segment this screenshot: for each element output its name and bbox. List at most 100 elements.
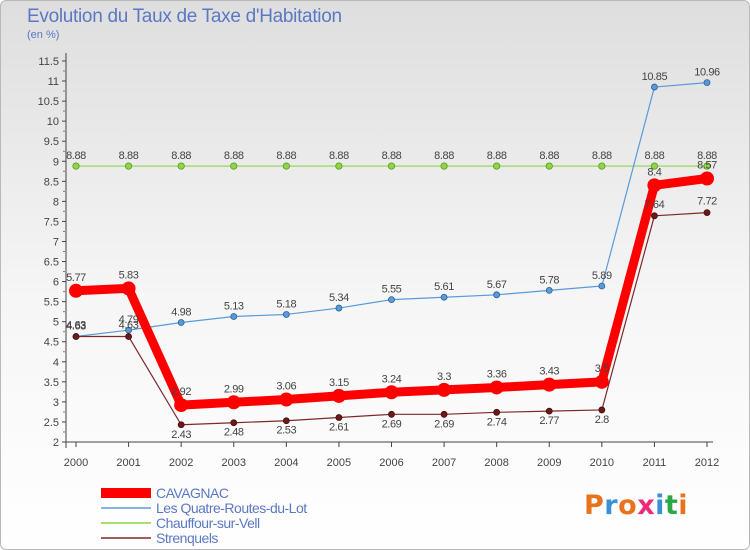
- x-tick-label: 2000: [64, 457, 88, 469]
- data-label: 4.79: [119, 314, 139, 326]
- data-point: [440, 162, 448, 170]
- data-point: [335, 162, 343, 170]
- data-point: [545, 162, 553, 170]
- y-tick-label: 11.5: [38, 56, 59, 68]
- data-point: [700, 171, 714, 186]
- data-label: 8.88: [592, 150, 612, 162]
- data-point: [72, 162, 80, 170]
- y-tick-label: 8: [53, 196, 59, 208]
- data-label: 2.69: [382, 418, 402, 430]
- data-point: [279, 392, 294, 407]
- data-point: [598, 162, 606, 170]
- data-point: [124, 162, 133, 170]
- data-label: 8.88: [539, 150, 559, 162]
- data-label: 8.88: [382, 150, 402, 162]
- x-tick-label: 2003: [222, 457, 246, 469]
- data-point: [493, 291, 501, 299]
- data-label: 3.24: [382, 373, 402, 385]
- x-tick-label: 2006: [379, 457, 403, 469]
- data-label: 8.57: [697, 160, 717, 172]
- data-label: 2.99: [224, 383, 244, 395]
- data-label: 7.64: [645, 199, 665, 211]
- y-tick-label: 5: [53, 317, 59, 329]
- data-point: [230, 162, 238, 170]
- legend-label: CAVAGNAC: [156, 485, 229, 501]
- data-label: 8.88: [171, 150, 191, 162]
- legend-label: Les Quatre-Routes-du-Lot: [156, 500, 307, 516]
- data-label: 5.83: [119, 269, 139, 281]
- data-point: [594, 374, 609, 389]
- data-label: 8.88: [276, 150, 296, 162]
- x-tick-label: 2009: [537, 457, 561, 469]
- data-label: 3.43: [539, 366, 559, 378]
- data-point: [493, 408, 501, 416]
- y-tick-label: 2: [53, 437, 59, 449]
- data-label: 2.8: [595, 414, 609, 426]
- data-point: [545, 407, 553, 415]
- data-label: 2.92: [171, 386, 191, 398]
- y-tick-label: 2.5: [44, 417, 59, 429]
- y-tick-label: 10.5: [38, 96, 59, 108]
- data-label: 4.63: [119, 320, 139, 332]
- data-point: [647, 178, 662, 193]
- logo-letter: t: [664, 490, 679, 521]
- data-label: 8.88: [434, 150, 454, 162]
- data-point: [177, 421, 185, 429]
- data-point: [177, 162, 185, 170]
- data-point: [598, 406, 606, 414]
- data-label: 8.88: [645, 150, 665, 162]
- y-tick-label: 4.5: [44, 337, 59, 349]
- x-tick-label: 2007: [432, 457, 456, 469]
- data-label: 5.78: [539, 274, 559, 286]
- data-label: 3.5: [595, 363, 609, 375]
- y-tick-label: 5.5: [44, 297, 59, 309]
- data-label: 3.06: [276, 380, 296, 392]
- y-tick-label: 4: [53, 357, 59, 369]
- x-tick-label: 2005: [327, 457, 351, 469]
- y-tick-label: 9.5: [44, 136, 59, 148]
- x-tick-label: 2001: [116, 457, 140, 469]
- data-point: [282, 311, 290, 318]
- logo-letter: P: [584, 490, 605, 521]
- data-point: [387, 162, 396, 170]
- y-tick-label: 11: [48, 76, 59, 88]
- data-label: 10.96: [694, 67, 720, 79]
- data-label: 3.3: [437, 371, 451, 383]
- y-tick-label: 7.5: [44, 216, 59, 228]
- data-label: 5.13: [224, 300, 244, 312]
- data-point: [388, 410, 395, 418]
- data-point: [335, 304, 343, 312]
- data-label: 3.36: [487, 368, 507, 380]
- data-point: [335, 414, 343, 421]
- data-point: [282, 417, 290, 425]
- logo-letter: i: [678, 490, 689, 521]
- data-label: 2.48: [224, 427, 244, 439]
- y-tick-label: 3: [53, 397, 59, 409]
- data-point: [125, 326, 132, 334]
- data-point: [282, 162, 290, 170]
- data-label: 5.18: [276, 298, 296, 310]
- data-label: 5.55: [382, 284, 402, 296]
- data-point: [388, 296, 395, 304]
- data-point: [545, 287, 553, 294]
- data-label: 10.85: [642, 71, 668, 83]
- x-tick-label: 2012: [695, 457, 719, 469]
- logo-letter: i: [655, 490, 665, 521]
- data-point: [437, 382, 452, 397]
- data-point: [703, 162, 711, 170]
- x-tick-label: 2011: [643, 457, 667, 469]
- data-point: [72, 333, 80, 340]
- data-point: [69, 283, 83, 298]
- y-tick-label: 7: [53, 236, 59, 248]
- data-point: [440, 293, 448, 301]
- data-point: [230, 313, 238, 320]
- x-tick-label: 2008: [484, 457, 508, 469]
- x-tick-label: 2004: [274, 457, 298, 469]
- data-point: [651, 212, 658, 220]
- x-tick-label: 2002: [169, 457, 193, 469]
- data-point: [125, 333, 132, 340]
- data-label: 2.43: [171, 429, 191, 441]
- data-label: 5.34: [329, 292, 349, 304]
- data-point: [174, 398, 189, 413]
